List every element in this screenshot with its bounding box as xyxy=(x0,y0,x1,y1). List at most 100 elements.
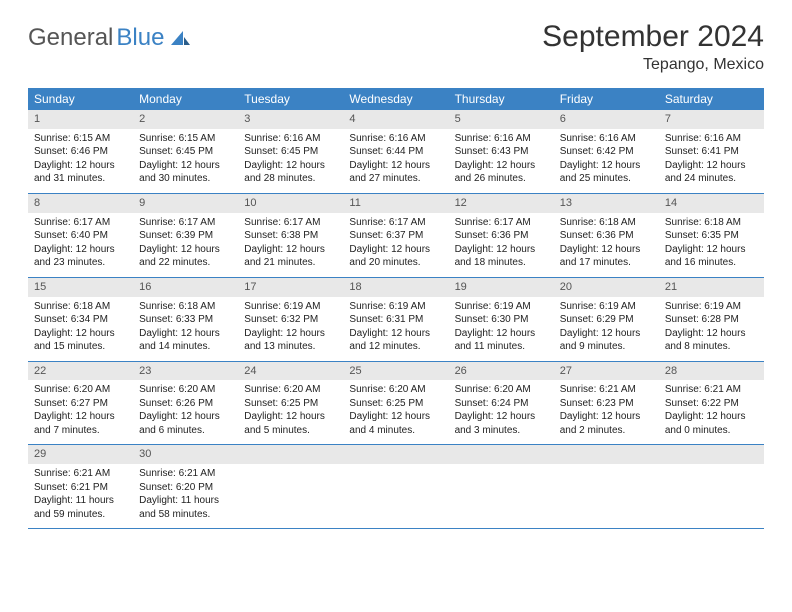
day-header: Wednesday xyxy=(343,88,448,110)
day-set: Sunset: 6:21 PM xyxy=(34,481,127,495)
day-number: 4 xyxy=(343,110,448,129)
day-body xyxy=(659,464,764,520)
day-d1: Daylight: 12 hours xyxy=(560,159,653,173)
day-body: Sunrise: 6:17 AMSunset: 6:38 PMDaylight:… xyxy=(238,213,343,277)
day-d2: and 24 minutes. xyxy=(665,172,758,186)
day-set: Sunset: 6:28 PM xyxy=(665,313,758,327)
day-body xyxy=(238,464,343,520)
day-d1: Daylight: 12 hours xyxy=(665,410,758,424)
day-d2: and 4 minutes. xyxy=(349,424,442,438)
day-number: 6 xyxy=(554,110,659,129)
day-set: Sunset: 6:40 PM xyxy=(34,229,127,243)
location: Tepango, Mexico xyxy=(542,56,764,74)
day-d1: Daylight: 12 hours xyxy=(665,159,758,173)
day-body: Sunrise: 6:16 AMSunset: 6:43 PMDaylight:… xyxy=(449,129,554,193)
day-d2: and 7 minutes. xyxy=(34,424,127,438)
day-number: 9 xyxy=(133,194,238,213)
day-rise: Sunrise: 6:19 AM xyxy=(665,300,758,314)
day-cell: 5Sunrise: 6:16 AMSunset: 6:43 PMDaylight… xyxy=(449,110,554,193)
day-body: Sunrise: 6:20 AMSunset: 6:26 PMDaylight:… xyxy=(133,380,238,444)
day-set: Sunset: 6:45 PM xyxy=(139,145,232,159)
day-set: Sunset: 6:42 PM xyxy=(560,145,653,159)
day-set: Sunset: 6:29 PM xyxy=(560,313,653,327)
day-rise: Sunrise: 6:20 AM xyxy=(139,383,232,397)
day-body: Sunrise: 6:19 AMSunset: 6:30 PMDaylight:… xyxy=(449,297,554,361)
day-header: Tuesday xyxy=(238,88,343,110)
day-number: 5 xyxy=(449,110,554,129)
header: GeneralBlue September 2024 Tepango, Mexi… xyxy=(28,20,764,74)
day-number: 2 xyxy=(133,110,238,129)
day-set: Sunset: 6:36 PM xyxy=(455,229,548,243)
day-body: Sunrise: 6:18 AMSunset: 6:36 PMDaylight:… xyxy=(554,213,659,277)
day-body: Sunrise: 6:19 AMSunset: 6:28 PMDaylight:… xyxy=(659,297,764,361)
day-d2: and 0 minutes. xyxy=(665,424,758,438)
day-d2: and 3 minutes. xyxy=(455,424,548,438)
day-body: Sunrise: 6:16 AMSunset: 6:41 PMDaylight:… xyxy=(659,129,764,193)
day-rise: Sunrise: 6:16 AM xyxy=(244,132,337,146)
day-d1: Daylight: 12 hours xyxy=(560,243,653,257)
day-d2: and 23 minutes. xyxy=(34,256,127,270)
day-number: 22 xyxy=(28,362,133,381)
day-cell: 4Sunrise: 6:16 AMSunset: 6:44 PMDaylight… xyxy=(343,110,448,193)
day-rise: Sunrise: 6:17 AM xyxy=(455,216,548,230)
day-d1: Daylight: 12 hours xyxy=(455,410,548,424)
day-number: 10 xyxy=(238,194,343,213)
day-cell: 10Sunrise: 6:17 AMSunset: 6:38 PMDayligh… xyxy=(238,194,343,277)
day-rise: Sunrise: 6:21 AM xyxy=(560,383,653,397)
day-d2: and 28 minutes. xyxy=(244,172,337,186)
day-cell: 25Sunrise: 6:20 AMSunset: 6:25 PMDayligh… xyxy=(343,362,448,445)
day-d1: Daylight: 12 hours xyxy=(665,243,758,257)
day-number: 18 xyxy=(343,278,448,297)
day-d1: Daylight: 12 hours xyxy=(244,327,337,341)
day-body: Sunrise: 6:19 AMSunset: 6:31 PMDaylight:… xyxy=(343,297,448,361)
day-d1: Daylight: 12 hours xyxy=(455,243,548,257)
empty-cell xyxy=(238,445,343,528)
day-d2: and 31 minutes. xyxy=(34,172,127,186)
day-d2: and 6 minutes. xyxy=(139,424,232,438)
day-set: Sunset: 6:25 PM xyxy=(349,397,442,411)
day-cell: 21Sunrise: 6:19 AMSunset: 6:28 PMDayligh… xyxy=(659,278,764,361)
day-set: Sunset: 6:27 PM xyxy=(34,397,127,411)
day-header: Saturday xyxy=(659,88,764,110)
day-rise: Sunrise: 6:21 AM xyxy=(34,467,127,481)
day-header: Sunday xyxy=(28,88,133,110)
day-number: 14 xyxy=(659,194,764,213)
day-d1: Daylight: 12 hours xyxy=(349,327,442,341)
day-number xyxy=(554,445,659,464)
day-body: Sunrise: 6:19 AMSunset: 6:29 PMDaylight:… xyxy=(554,297,659,361)
day-d1: Daylight: 12 hours xyxy=(34,243,127,257)
day-number: 8 xyxy=(28,194,133,213)
day-cell: 8 Sunrise: 6:17 AMSunset: 6:40 PMDaylight… xyxy=(28,194,133,277)
day-body: Sunrise: 6:20 AMSunset: 6:27 PMDaylight:… xyxy=(28,380,133,444)
day-set: Sunset: 6:46 PM xyxy=(34,145,127,159)
logo-text-1: General xyxy=(28,24,113,52)
day-d2: and 13 minutes. xyxy=(244,340,337,354)
day-d1: Daylight: 12 hours xyxy=(139,159,232,173)
day-cell: 7Sunrise: 6:16 AMSunset: 6:41 PMDaylight… xyxy=(659,110,764,193)
calendar: SundayMondayTuesdayWednesdayThursdayFrid… xyxy=(28,88,764,529)
day-body: Sunrise: 6:20 AMSunset: 6:25 PMDaylight:… xyxy=(238,380,343,444)
day-cell: 30Sunrise: 6:21 AMSunset: 6:20 PMDayligh… xyxy=(133,445,238,528)
day-body: Sunrise: 6:20 AMSunset: 6:25 PMDaylight:… xyxy=(343,380,448,444)
day-number: 16 xyxy=(133,278,238,297)
day-rise: Sunrise: 6:16 AM xyxy=(665,132,758,146)
day-rise: Sunrise: 6:20 AM xyxy=(244,383,337,397)
day-d2: and 15 minutes. xyxy=(34,340,127,354)
day-rise: Sunrise: 6:19 AM xyxy=(560,300,653,314)
day-number: 7 xyxy=(659,110,764,129)
day-d2: and 22 minutes. xyxy=(139,256,232,270)
day-d2: and 16 minutes. xyxy=(665,256,758,270)
day-body: Sunrise: 6:17 AMSunset: 6:36 PMDaylight:… xyxy=(449,213,554,277)
day-cell: 12Sunrise: 6:17 AMSunset: 6:36 PMDayligh… xyxy=(449,194,554,277)
empty-cell xyxy=(343,445,448,528)
logo: GeneralBlue xyxy=(28,20,191,52)
day-cell: 23Sunrise: 6:20 AMSunset: 6:26 PMDayligh… xyxy=(133,362,238,445)
day-d2: and 8 minutes. xyxy=(665,340,758,354)
day-number: 11 xyxy=(343,194,448,213)
day-rise: Sunrise: 6:17 AM xyxy=(34,216,127,230)
day-set: Sunset: 6:24 PM xyxy=(455,397,548,411)
day-set: Sunset: 6:23 PM xyxy=(560,397,653,411)
day-d1: Daylight: 12 hours xyxy=(34,410,127,424)
week-row: 22Sunrise: 6:20 AMSunset: 6:27 PMDayligh… xyxy=(28,362,764,446)
day-number: 20 xyxy=(554,278,659,297)
